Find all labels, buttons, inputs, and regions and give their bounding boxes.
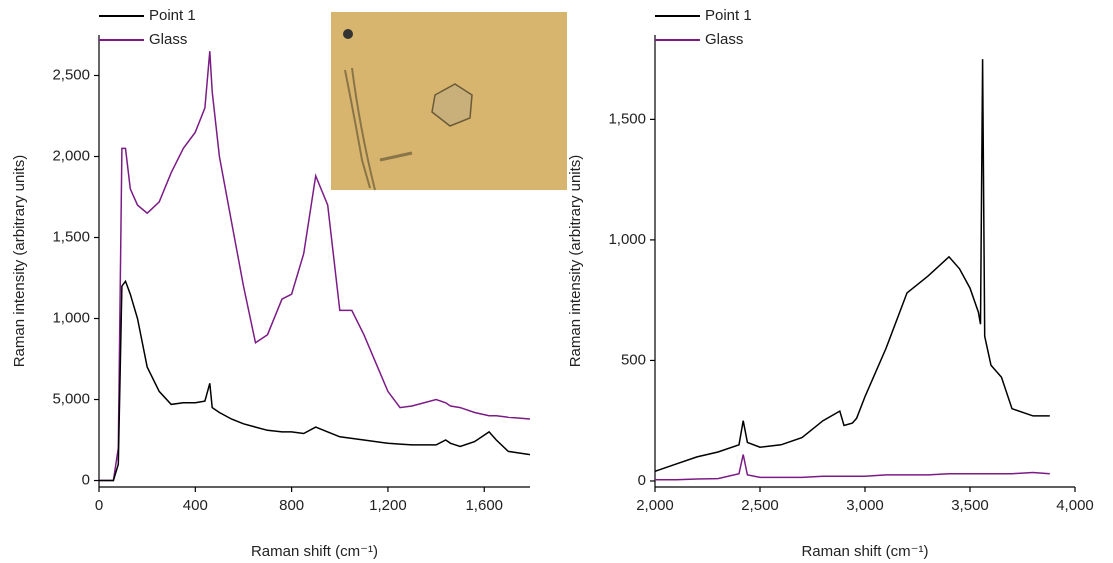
- legend-label: Point 1: [705, 7, 752, 24]
- x-axis-title: Raman shift (cm⁻¹): [251, 543, 378, 560]
- y-tick-label: 500: [621, 351, 646, 368]
- y-tick-label: 5,000: [52, 390, 90, 407]
- y-tick-label: 0: [82, 471, 90, 488]
- y-tick-label: 1,000: [52, 309, 90, 326]
- legend-label: Glass: [705, 31, 743, 48]
- y-axis-title: Raman intensity (arbitrary units): [567, 155, 584, 368]
- y-tick-label: 1,500: [52, 228, 90, 245]
- y-axis-title: Raman intensity (arbitrary units): [11, 155, 28, 368]
- x-tick-label: 2,000: [636, 497, 674, 514]
- y-tick-label: 1,500: [608, 110, 646, 127]
- inset-photo: [331, 12, 567, 191]
- x-tick-label: 400: [183, 497, 208, 514]
- x-tick-label: 0: [95, 497, 103, 514]
- y-tick-label: 1,000: [608, 231, 646, 248]
- data-line: [99, 279, 531, 482]
- x-tick-label: 3,000: [846, 497, 884, 514]
- legend-label: Point 1: [149, 7, 196, 24]
- x-tick-label: 1,200: [369, 497, 407, 514]
- x-axis-title: Raman shift (cm⁻¹): [801, 543, 928, 560]
- y-tick-label: 2,500: [52, 66, 90, 83]
- data-line: [99, 51, 531, 482]
- x-tick-label: 3,500: [951, 497, 989, 514]
- data-line: [655, 454, 1050, 481]
- y-tick-label: 2,000: [52, 147, 90, 164]
- x-tick-label: 800: [279, 497, 304, 514]
- data-line: [654, 59, 1050, 473]
- x-tick-label: 1,600: [465, 497, 503, 514]
- legend-label: Glass: [149, 31, 187, 48]
- x-tick-label: 4,000: [1056, 497, 1094, 514]
- y-tick-label: 0: [638, 472, 646, 489]
- x-tick-label: 2,500: [741, 497, 779, 514]
